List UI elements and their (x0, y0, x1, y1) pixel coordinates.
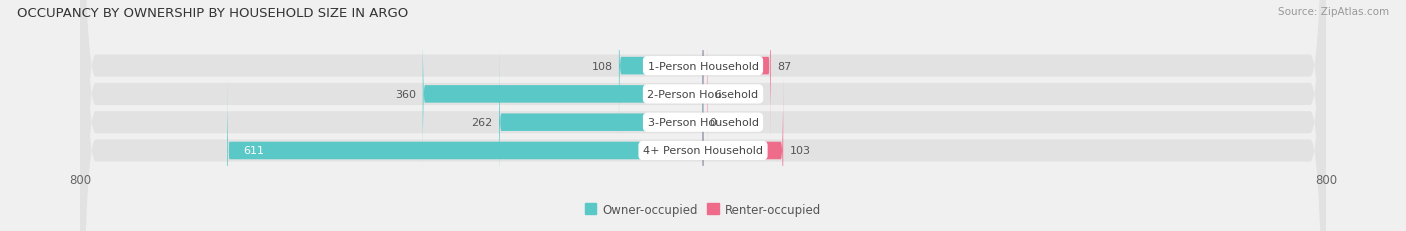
FancyBboxPatch shape (80, 0, 1326, 231)
Text: 0: 0 (709, 118, 716, 128)
FancyBboxPatch shape (80, 0, 1326, 231)
FancyBboxPatch shape (703, 0, 770, 142)
FancyBboxPatch shape (499, 47, 703, 198)
Text: 3-Person Household: 3-Person Household (648, 118, 758, 128)
FancyBboxPatch shape (423, 19, 703, 170)
Text: 87: 87 (778, 61, 792, 71)
Text: 6: 6 (714, 89, 721, 100)
Text: OCCUPANCY BY OWNERSHIP BY HOUSEHOLD SIZE IN ARGO: OCCUPANCY BY OWNERSHIP BY HOUSEHOLD SIZE… (17, 7, 408, 20)
Text: 360: 360 (395, 89, 416, 100)
FancyBboxPatch shape (619, 0, 703, 142)
FancyBboxPatch shape (703, 75, 783, 227)
Text: 108: 108 (592, 61, 613, 71)
FancyBboxPatch shape (228, 75, 703, 227)
Text: 4+ Person Household: 4+ Person Household (643, 146, 763, 156)
FancyBboxPatch shape (80, 0, 1326, 231)
Legend: Owner-occupied, Renter-occupied: Owner-occupied, Renter-occupied (579, 198, 827, 221)
Text: Source: ZipAtlas.com: Source: ZipAtlas.com (1278, 7, 1389, 17)
Text: 262: 262 (471, 118, 492, 128)
Text: 1-Person Household: 1-Person Household (648, 61, 758, 71)
Text: 2-Person Household: 2-Person Household (647, 89, 759, 100)
Text: 611: 611 (243, 146, 264, 156)
FancyBboxPatch shape (703, 19, 707, 170)
FancyBboxPatch shape (80, 0, 1326, 231)
Text: 103: 103 (789, 146, 810, 156)
